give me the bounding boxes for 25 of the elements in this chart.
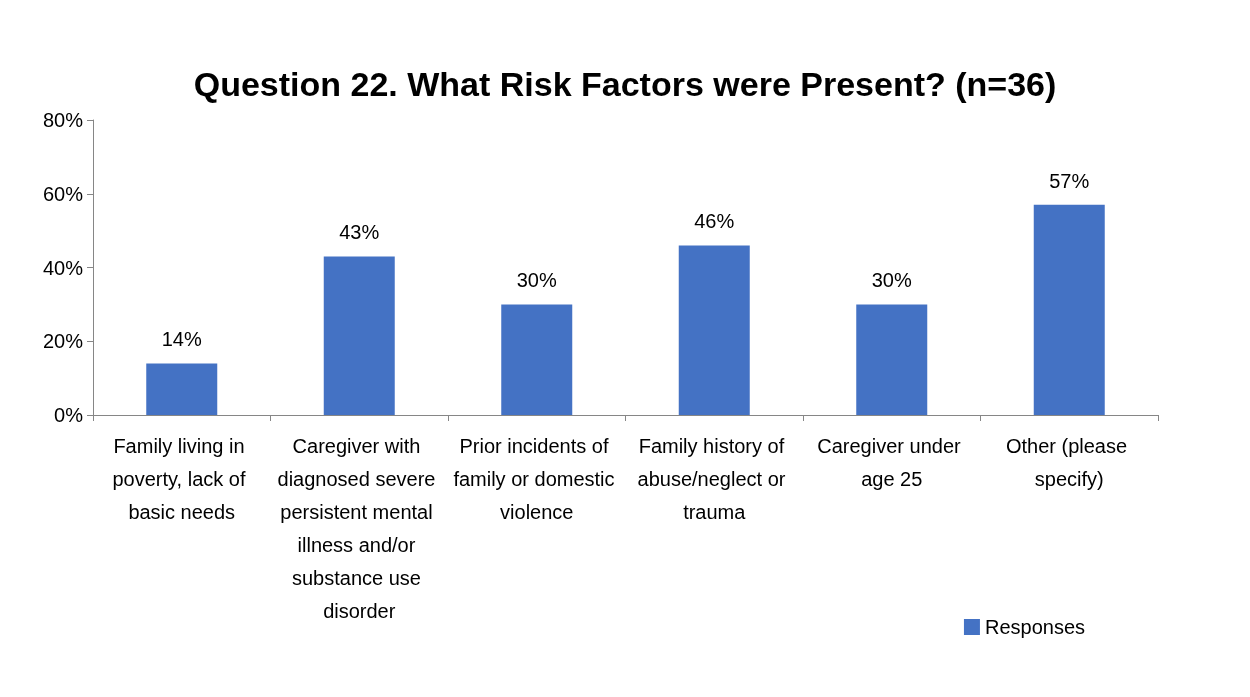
bar	[856, 304, 928, 415]
bar	[501, 304, 573, 415]
data-label: 30%	[871, 269, 912, 292]
x-tick-label: Caregiver under age 25	[817, 434, 967, 490]
y-tick-label: 60%	[42, 182, 84, 205]
bar	[146, 363, 218, 415]
legend-label: Responses	[984, 616, 1085, 638]
bar	[678, 245, 750, 415]
data-label: 14%	[161, 328, 202, 351]
y-tick-label: 0%	[54, 404, 84, 426]
x-tick-label: Family history of abuse/neglect or trauma	[637, 434, 791, 523]
x-tick-label: Family living in poverty, lack of basic needs	[112, 434, 252, 523]
y-tick-label: 80%	[42, 109, 84, 131]
data-label: 43%	[339, 221, 380, 244]
x-tick-label: Other (please specify)	[1005, 434, 1133, 490]
bar	[323, 256, 395, 415]
y-tick-label: 40%	[42, 256, 84, 279]
chart-title: Question 22. What Risk Factors were Present? (n=36)	[193, 65, 1057, 103]
bar	[1033, 204, 1105, 415]
data-label: 46%	[694, 210, 735, 233]
y-tick-label: 20%	[42, 330, 84, 353]
data-label: 30%	[516, 269, 557, 292]
data-label: 57%	[1049, 169, 1090, 192]
x-tick-label: Prior incidents of family or domestic violence	[453, 434, 621, 523]
x-tick-label: Caregiver with diagnosed severe persistent mental illness and/or substance use disorder	[277, 434, 441, 622]
